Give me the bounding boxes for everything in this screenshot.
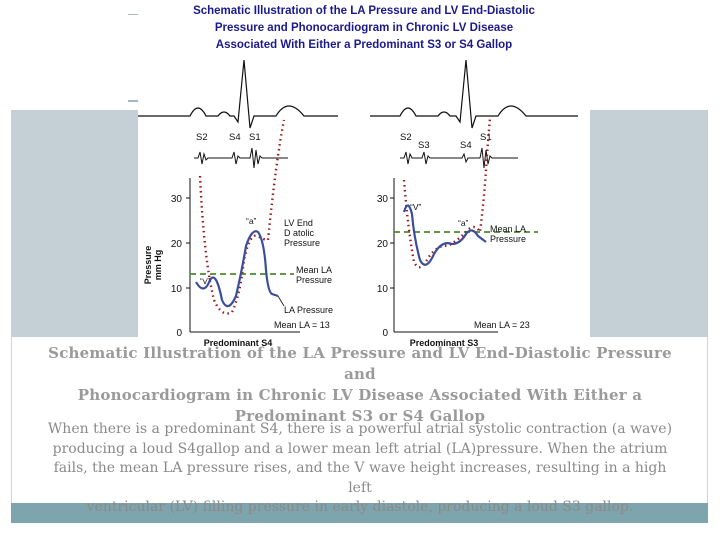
slide-footer-bar <box>11 503 708 523</box>
slide-body-text: When there is a predominant S4, there is… <box>40 420 680 518</box>
sound-label-s1-left: S1 <box>249 132 261 143</box>
y-axis-label-line-1: Pressure <box>143 246 153 285</box>
sound-label-s2-left: S2 <box>196 132 208 143</box>
mean-la-label-left-line-1: Mean LA <box>296 265 332 275</box>
mean-la-value-right: Mean LA = 23 <box>474 320 530 330</box>
y-axis-label-line-2: mm Hg <box>153 250 163 281</box>
tick-label-10-right: 10 <box>377 284 389 295</box>
mean-la-label-right-line-2: Pressure <box>490 234 526 244</box>
lv-pressure-trace-right <box>402 117 492 269</box>
figure-image: Schematic Illustration of the LA Pressur… <box>138 0 590 356</box>
sound-label-s4-right: S4 <box>460 140 472 151</box>
slide-title-line-2: Phonocardiogram in Chronic LV Disease As… <box>77 386 643 404</box>
ecg-trace-right <box>370 59 578 129</box>
phonocardiogram-right <box>400 147 518 169</box>
slide-body-line-4: ventricular (LV) filling pressure in ear… <box>86 499 634 515</box>
tick-label-0-right: 0 <box>382 328 388 339</box>
wave-a-label-right: “a” <box>458 218 469 228</box>
slide-body-line-2: producing a loud S4gallop and a lower me… <box>52 440 668 457</box>
tick-label-20-right: 20 <box>377 239 389 250</box>
mean-la-label-right-line-1: Mean LA <box>490 224 526 234</box>
lv-pressure-trace-left <box>198 119 286 315</box>
figure-title-line-2: Pressure and Phonocardiogram in Chronic … <box>215 22 513 34</box>
figure-svg: Schematic Illustration of the LA Pressur… <box>138 5 578 348</box>
tick-label-10-left: 10 <box>171 284 183 295</box>
slide-title-line-3: Predominant S3 or S4 Gallop <box>234 407 486 425</box>
figure-title-line-3: Associated With Either a Predominant S3 … <box>216 39 512 51</box>
ecg-trace-left <box>138 59 338 129</box>
lv-label-line-1: LV End <box>284 218 313 228</box>
mean-la-value-left: Mean LA = 13 <box>274 320 330 330</box>
sound-label-s1-right: S1 <box>480 132 492 143</box>
la-pressure-label-left: LA Pressure <box>284 305 333 315</box>
sound-label-s3-right: S3 <box>418 140 430 151</box>
la-pressure-trace-right <box>402 204 487 266</box>
wave-a-label-left: “a” <box>246 216 257 226</box>
tick-label-30-left: 30 <box>171 194 183 205</box>
mean-la-label-left-line-2: Pressure <box>296 275 332 285</box>
lv-label-line-3: Pressure <box>284 238 320 248</box>
wave-v-label-left: “v” <box>200 276 210 286</box>
slide-title: Schematic Illustration of the LA Pressur… <box>40 343 680 427</box>
la-pressure-trace-left <box>195 230 279 308</box>
tick-label-20-left: 20 <box>171 239 183 250</box>
caption-right: Predominant S3 <box>410 338 479 348</box>
phonocardiogram-left <box>194 147 288 169</box>
sound-label-s4-left: S4 <box>229 132 241 143</box>
caption-left: Predominant S4 <box>204 338 273 348</box>
tick-label-0-left: 0 <box>176 328 182 339</box>
figure-title-line-1: Schematic Illustration of the LA Pressur… <box>193 5 535 17</box>
slide-title-line-1: Schematic Illustration of the LA Pressur… <box>48 344 672 383</box>
wave-v-label-right: “V” <box>410 202 422 212</box>
lv-label-line-2: D atolic <box>284 228 315 238</box>
sound-label-s2-right: S2 <box>400 132 412 143</box>
slide-body-line-3: fails, the mean LA pressure rises, and t… <box>53 460 667 496</box>
slide-body-line-1: When there is a predominant S4, there is… <box>47 421 673 437</box>
tick-label-30-right: 30 <box>377 194 389 205</box>
la-pressure-pointer <box>277 295 285 307</box>
